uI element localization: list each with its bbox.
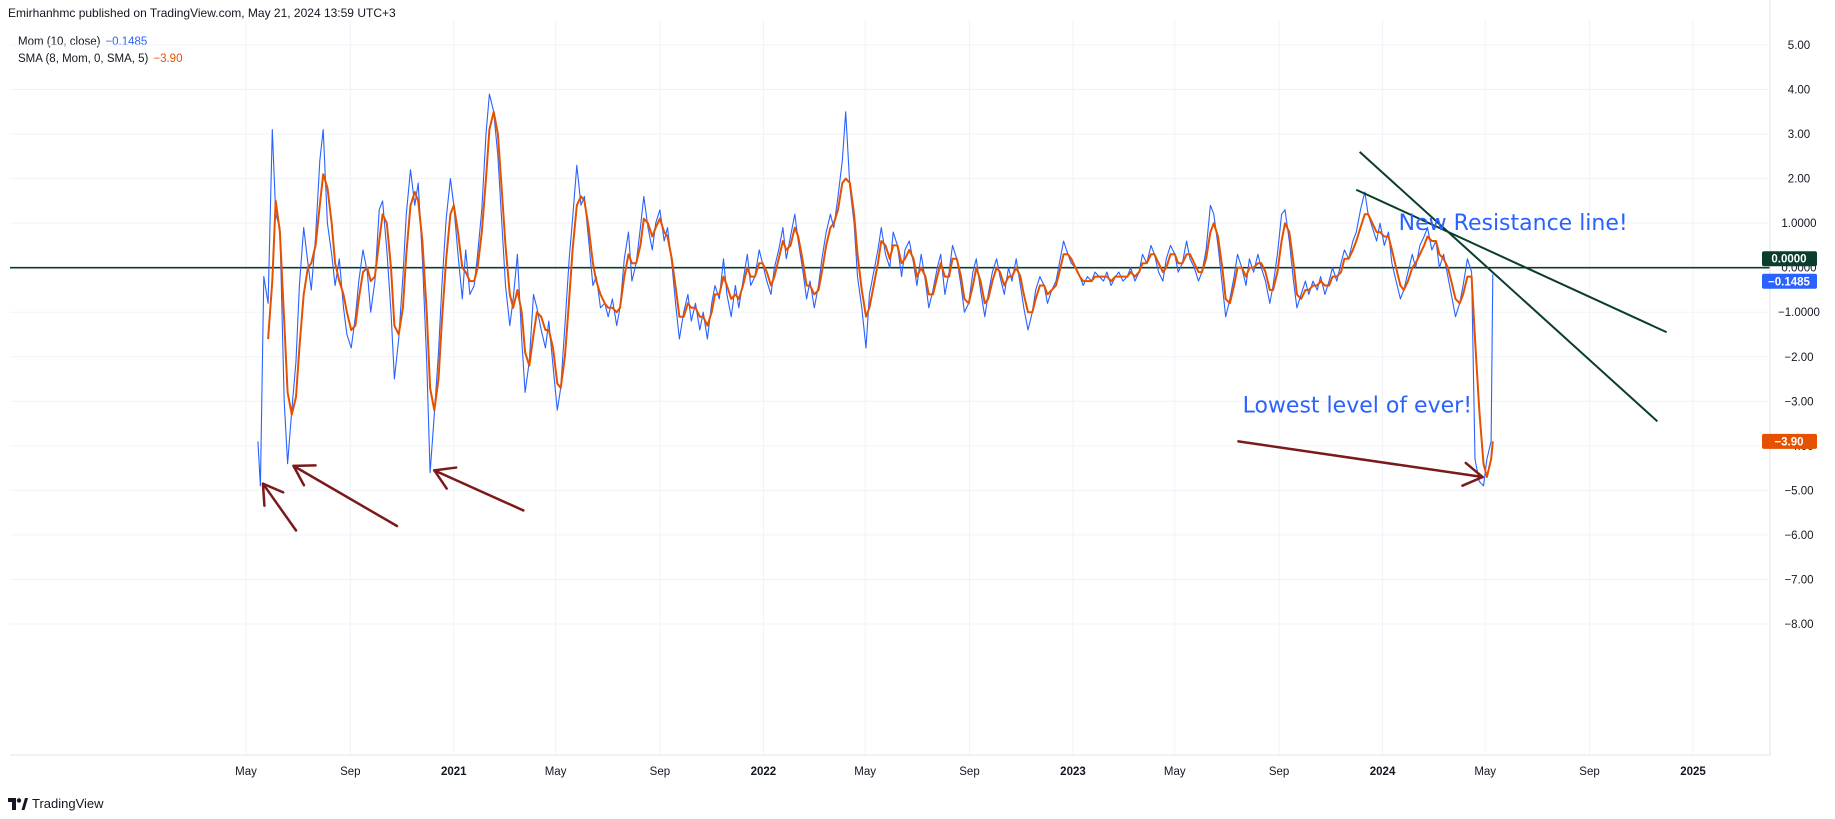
y-tick-label: 2.00 [1788,174,1810,186]
x-tick-label: 2023 [1060,766,1086,778]
y-tick-label: −1.0000 [1778,307,1820,319]
y-tick-label: −6.00 [1784,530,1813,542]
tradingview-logo-icon [8,797,28,810]
arrow-annotation[interactable] [292,464,399,528]
annotation-lowest: Lowest level of ever! [1243,393,1472,418]
resistance-trendline[interactable] [1355,188,1668,334]
x-tick-label: May [854,766,876,778]
arrow-annotation[interactable] [433,466,525,512]
momentum-line [257,93,1494,487]
x-tick-label: May [545,766,567,778]
publisher-header: Emirhanhmc published on TradingView.com,… [8,6,396,20]
x-tick-label: May [1474,766,1496,778]
x-tick-label: May [235,766,257,778]
drawings-layer [261,151,1668,532]
x-tick-label: Sep [650,766,670,778]
annotation-resistance: New Resistance line! [1399,211,1628,236]
price-tags: 0.0000 −0.1485 −3.90 [1762,251,1817,449]
x-tick-label: May [1164,766,1186,778]
legend-row-sma[interactable]: SMA (8, Mom, 0, SMA, 5) −3.90 [18,51,182,68]
y-tick-label: −5.00 [1784,485,1813,497]
y-tick-label: 5.00 [1788,40,1810,52]
y-tick-label: −3.00 [1784,396,1813,408]
arrow-annotation[interactable] [1237,440,1484,487]
tradingview-brand[interactable]: TradingView [8,796,104,811]
zero-price-tag: 0.0000 [1762,251,1817,267]
sma-line [267,110,1494,478]
grid-lines [10,20,1770,755]
legend-sma-value: −3.90 [153,53,183,65]
x-tick-label: 2021 [441,766,467,778]
y-axis[interactable]: 5.004.003.002.001.00000.0000−1.0000−2.00… [1778,40,1820,631]
zero-price-tag-text: 0.0000 [1771,254,1806,266]
y-tick-label: −7.00 [1784,574,1813,586]
sma-price-tag: −3.90 [1762,433,1817,449]
y-tick-label: 3.00 [1788,129,1810,141]
tradingview-brand-text: TradingView [32,796,104,811]
x-tick-label: Sep [340,766,360,778]
y-tick-label: −2.00 [1784,352,1813,364]
sma-price-tag-text: −3.90 [1774,436,1803,448]
annotations-layer: New Resistance line! Lowest level of eve… [1243,211,1628,418]
resistance-trendline[interactable] [1358,151,1659,423]
x-tick-label: 2022 [751,766,777,778]
arrow-annotation[interactable] [261,482,298,532]
x-tick-label: 2024 [1370,766,1396,778]
legend-sma-label: SMA (8, Mom, 0, SMA, 5) [18,53,149,65]
y-tick-label: −8.00 [1784,619,1813,631]
x-tick-label: 2025 [1680,766,1706,778]
x-tick-label: Sep [959,766,979,778]
x-axis[interactable]: May Sep 2021 May Sep 2022 May Sep 2023 May Sep 2024… [235,766,1706,778]
x-tick-label: Sep [1269,766,1289,778]
y-tick-label: 1.0000 [1781,218,1816,230]
mom-price-tag: −0.1485 [1762,273,1817,289]
mom-price-tag-text: −0.1485 [1768,276,1810,288]
y-tick-label: 4.00 [1788,85,1810,97]
x-tick-label: Sep [1579,766,1599,778]
series-layer [257,93,1494,487]
